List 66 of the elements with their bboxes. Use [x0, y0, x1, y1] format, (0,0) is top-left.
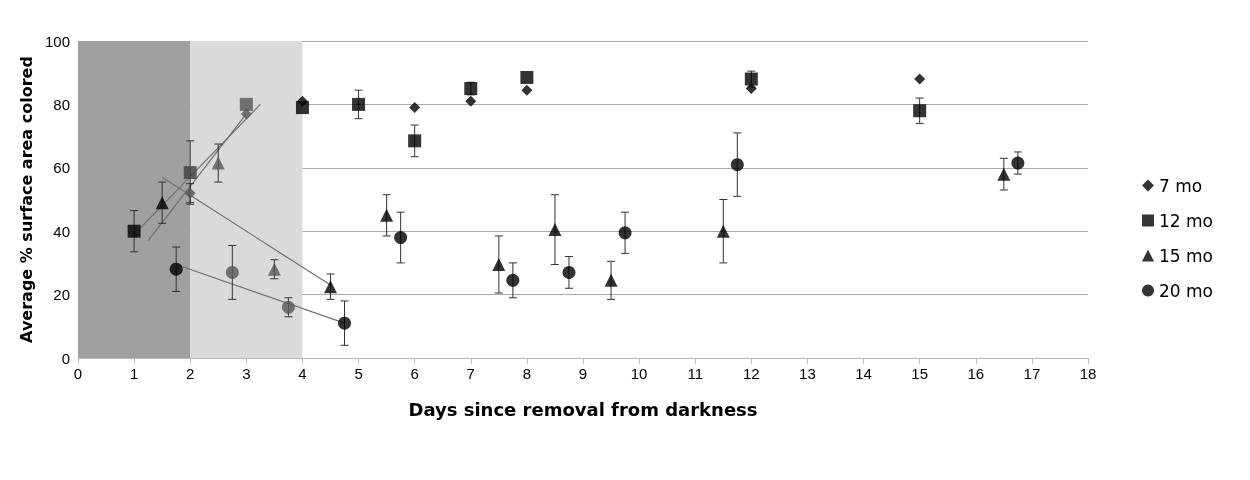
- point: [211, 156, 225, 170]
- legend-label: 7 mo: [1159, 175, 1203, 196]
- point: [914, 73, 926, 85]
- x-tick-label: 5: [354, 365, 363, 382]
- x-tick-label: 4: [298, 365, 307, 382]
- point: [913, 104, 927, 118]
- point: [506, 273, 520, 287]
- point: [380, 208, 394, 222]
- x-tick-label: 0: [73, 365, 83, 382]
- x-tick-label: 18: [1079, 365, 1097, 382]
- x-tick-label: 10: [630, 365, 648, 382]
- x-tick-label: 7: [466, 365, 475, 382]
- point: [324, 280, 337, 294]
- y-tick-label: 60: [53, 159, 70, 177]
- legend-label: 12 mo: [1159, 210, 1213, 231]
- point: [296, 95, 308, 107]
- point: [562, 265, 576, 279]
- point: [520, 70, 534, 84]
- point: [169, 262, 183, 276]
- x-axis-title: Days since removal from darkness: [408, 398, 758, 420]
- point: [184, 187, 196, 199]
- legend-label: 15 mo: [1159, 245, 1213, 266]
- x-tick-label: 17: [1023, 365, 1041, 382]
- point: [548, 223, 562, 237]
- point: [604, 273, 618, 287]
- x-tick-label: 1: [129, 365, 139, 382]
- x-tick-label: 13: [799, 365, 816, 382]
- x-tick-label: 6: [410, 365, 419, 382]
- legend-label: 20 mo: [1159, 280, 1213, 301]
- x-tick-label: 15: [911, 365, 929, 382]
- point: [352, 97, 366, 111]
- point: [997, 167, 1011, 181]
- y-tick-label: 100: [44, 32, 70, 50]
- point: [618, 226, 632, 240]
- point: [338, 316, 352, 330]
- y-axis-title: Average % surface area colored: [16, 56, 36, 343]
- x-tick-label: 12: [742, 365, 760, 382]
- y-tick-label: 20: [53, 286, 70, 304]
- point: [394, 231, 408, 245]
- x-tick-label: 16: [967, 365, 985, 382]
- point: [127, 224, 141, 238]
- x-tick-label: 3: [242, 365, 251, 382]
- y-tick-label: 80: [53, 95, 70, 113]
- point: [281, 300, 295, 314]
- point: [225, 265, 239, 279]
- point: [730, 158, 744, 172]
- x-tick-label: 2: [186, 365, 195, 382]
- point: [155, 196, 169, 210]
- point: [1011, 156, 1025, 170]
- x-tick-label: 9: [578, 365, 588, 382]
- point: [716, 224, 730, 238]
- x-tick-label: 8: [522, 365, 532, 382]
- point: [267, 262, 281, 276]
- point: [409, 102, 421, 114]
- point: [465, 95, 477, 107]
- y-tick-label: 0: [61, 349, 70, 367]
- point: [408, 134, 422, 148]
- point: [492, 257, 506, 271]
- point: [521, 84, 533, 96]
- point: [183, 166, 197, 180]
- x-tick-label: 14: [855, 365, 872, 382]
- point: [239, 97, 253, 111]
- point: [240, 108, 252, 120]
- x-tick-label: 11: [687, 365, 704, 382]
- point: [745, 83, 757, 95]
- y-tick-label: 40: [53, 222, 70, 240]
